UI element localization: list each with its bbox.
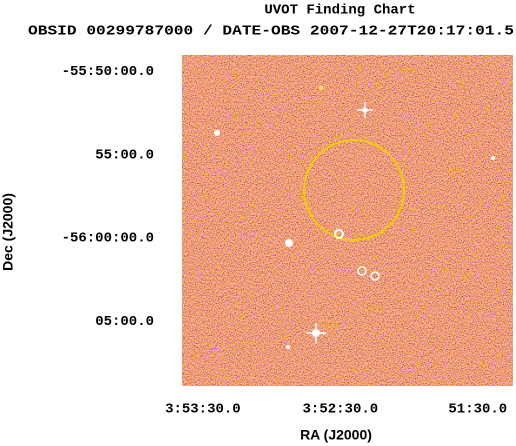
x-tick-label: 51:30.0 <box>448 402 507 418</box>
y-tick-label: 05:00.0 <box>95 314 154 330</box>
y-tick-label: -56:00:00.0 <box>62 231 154 247</box>
y-axis-label: Dec (J2000) <box>0 193 16 271</box>
y-tick-label: 55:00.0 <box>95 147 154 163</box>
sky-image <box>182 55 513 386</box>
x-axis-label: RA (J2000) <box>300 427 372 443</box>
y-tick-label: -55:50:00.0 <box>62 64 154 80</box>
chart-subtitle: OBSID 00299787000 / DATE-OBS 2007-12-27T… <box>28 24 514 40</box>
x-tick-label: 3:53:30.0 <box>165 402 241 418</box>
x-tick-label: 3:52:30.0 <box>303 402 379 418</box>
chart-title: UVOT Finding Chart <box>264 3 415 19</box>
